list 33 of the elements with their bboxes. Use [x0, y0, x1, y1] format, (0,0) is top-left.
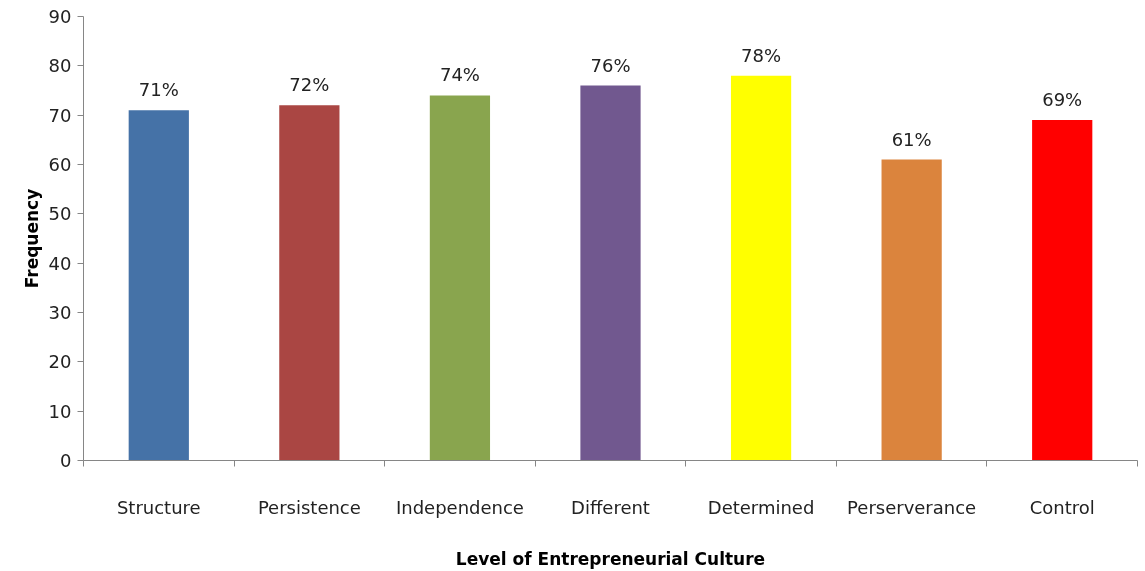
- data-label: 76%: [590, 54, 631, 76]
- bar: [279, 105, 340, 461]
- x-tick-label: Independence: [395, 496, 524, 518]
- data-label: 71%: [138, 79, 179, 101]
- y-tick-label: 0: [60, 450, 72, 471]
- bar: [128, 110, 189, 461]
- bar: [580, 85, 641, 461]
- y-tick-label: 80: [48, 55, 72, 77]
- x-axis-title: Level of Entrepreneurial Culture: [455, 548, 766, 569]
- x-tick-label: Control: [1029, 496, 1095, 518]
- x-tick-label: Determined: [707, 496, 815, 518]
- data-label: 74%: [439, 64, 480, 86]
- y-tick-label: 10: [48, 400, 72, 422]
- x-tick-label: Structure: [116, 496, 201, 518]
- bar: [881, 159, 942, 461]
- y-tick-label: 70: [48, 104, 72, 126]
- y-tick-label: 20: [48, 351, 72, 373]
- data-label: 69%: [1042, 89, 1083, 111]
- y-tick-label: 40: [48, 252, 72, 274]
- bar: [730, 75, 792, 461]
- y-tick-label: 50: [48, 203, 72, 225]
- bar: [1032, 120, 1093, 461]
- data-label: 78%: [741, 44, 782, 66]
- x-tick-label: Different: [571, 496, 650, 518]
- bar: [429, 95, 491, 461]
- y-tick-label: 30: [48, 302, 72, 323]
- y-tick-label: 60: [48, 154, 72, 175]
- data-label: 72%: [289, 74, 330, 96]
- y-axis-title: Frequency: [21, 188, 42, 289]
- x-tick-label: Persistence: [257, 496, 361, 518]
- data-label: 61%: [891, 128, 932, 150]
- y-tick-label: 90: [48, 6, 72, 27]
- x-tick-label: Perserverance: [847, 496, 977, 518]
